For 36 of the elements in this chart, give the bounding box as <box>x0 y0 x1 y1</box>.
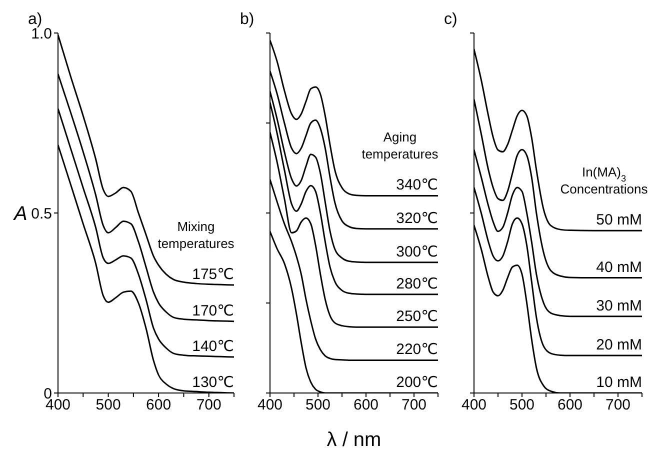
series-label: 20 mM <box>596 336 642 354</box>
legend-title: In(MA)$_{3}$ Concentrations <box>560 164 648 197</box>
series-label: 220℃ <box>396 341 438 358</box>
series-label: 50 mM <box>596 212 642 229</box>
x-tick-label: 500 <box>509 396 535 414</box>
series-label: 10 mM <box>596 374 642 391</box>
series-label: 175℃ <box>192 266 234 283</box>
x-tick-label: 600 <box>353 396 379 414</box>
y-tick-label: 0.5 <box>31 205 52 222</box>
x-axis-title: λ / nm <box>326 429 382 451</box>
x-tick-label: 600 <box>146 396 172 414</box>
legend-title: Aging temperatures <box>362 130 439 162</box>
x-tick-label: 400 <box>461 396 487 414</box>
series-label: 320℃ <box>396 210 438 227</box>
series-label: 170℃ <box>192 302 234 320</box>
series-label: 140℃ <box>192 338 234 355</box>
series-label: 300℃ <box>396 243 438 260</box>
series-label: 200℃ <box>396 374 438 391</box>
y-axis-title: A <box>13 203 28 226</box>
series-label: 30 mM <box>596 297 642 314</box>
x-tick-label: 700 <box>401 396 427 414</box>
series-label: 130℃ <box>192 374 234 391</box>
chart-title: a) <box>28 11 42 28</box>
series-label: 40 mM <box>596 258 642 276</box>
x-tick-label: 400 <box>257 396 283 414</box>
legend-title: Mixing temperatures <box>158 219 235 251</box>
series-label: 280℃ <box>396 275 438 292</box>
x-tick-label: 500 <box>96 396 121 414</box>
x-tick-label: 700 <box>196 396 222 414</box>
x-tick-label: 700 <box>605 396 631 414</box>
series-label: 250℃ <box>396 308 438 326</box>
chart-title: b) <box>240 11 254 29</box>
chart-title: c) <box>444 11 458 29</box>
series-label: 340℃ <box>396 176 438 194</box>
x-tick-label: 500 <box>305 396 331 414</box>
x-tick-label: 600 <box>557 396 583 414</box>
